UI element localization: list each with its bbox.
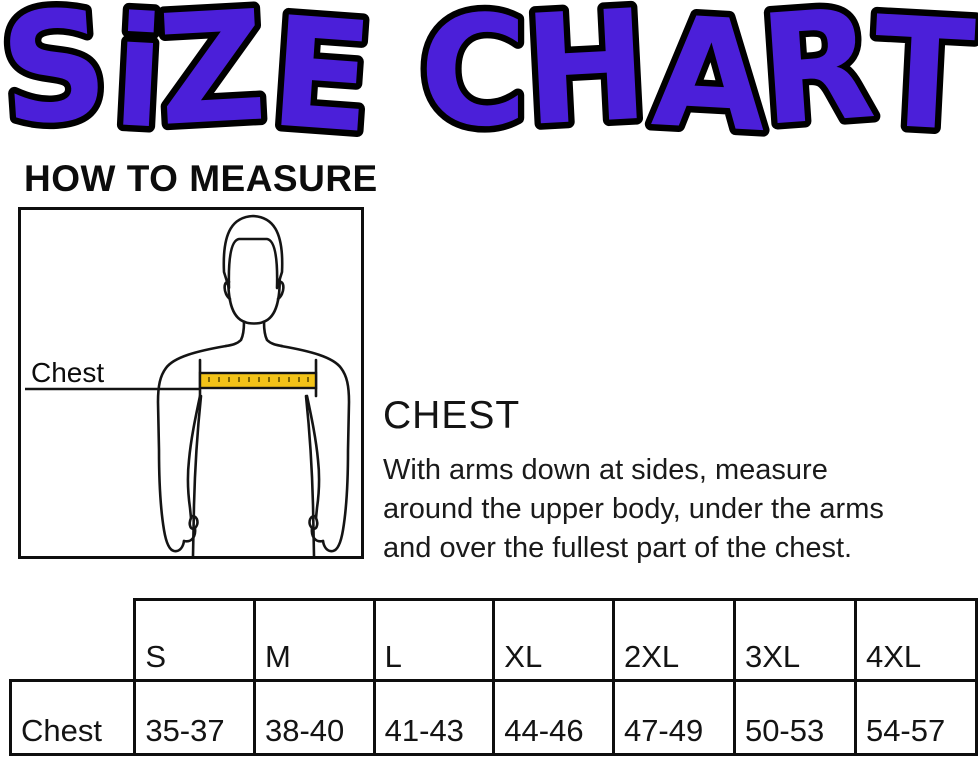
left-arm-outline <box>156 344 228 553</box>
neck-left-line <box>224 320 246 348</box>
chest-value-2xl: 47-49 <box>611 679 736 756</box>
size-col-3xl: 3XL <box>732 598 857 682</box>
page-title-art: SiZE CHART <box>0 0 978 152</box>
torso-measurement-illustration: Chest <box>25 214 351 556</box>
size-col-xl: XL <box>492 598 615 682</box>
chest-value-4xl: 54-57 <box>853 679 978 756</box>
instruction-line: and over the fullest part of the chest. <box>383 532 853 564</box>
chest-section-heading: CHEST <box>383 394 521 437</box>
chest-instructions: With arms down at sides, measure around … <box>383 451 978 568</box>
left-inner-arm <box>186 394 202 520</box>
table-corner-empty <box>11 600 135 681</box>
face-outline <box>227 260 281 325</box>
how-to-measure-heading: HOW TO MEASURE <box>24 158 378 199</box>
tape-tick-marks <box>208 377 309 382</box>
right-torso-line <box>304 394 316 556</box>
size-table: S M L XL 2XL 3XL 4XL Chest 35-37 38-40 4… <box>8 598 978 756</box>
page-title: SiZE CHART <box>0 0 978 152</box>
size-col-4xl: 4XL <box>853 598 978 682</box>
hair-outline <box>222 214 284 290</box>
figure-chest-label: Chest <box>31 357 104 388</box>
size-col-2xl: 2XL <box>611 598 736 682</box>
size-col-s: S <box>133 598 256 682</box>
chest-value-s: 35-37 <box>133 679 256 756</box>
row-label-chest: Chest <box>8 679 137 756</box>
instruction-line: around the upper body, under the arms <box>383 493 884 525</box>
size-col-l: L <box>372 598 496 682</box>
instruction-line: With arms down at sides, measure <box>383 454 828 486</box>
left-torso-line <box>191 394 203 556</box>
chest-value-m: 38-40 <box>252 679 376 756</box>
measurement-diagram-box: Chest <box>18 207 364 559</box>
right-ear <box>276 280 285 301</box>
neck-right-line <box>262 320 284 348</box>
size-col-m: M <box>252 598 376 682</box>
measuring-tape <box>198 371 318 390</box>
chest-value-l: 41-43 <box>372 679 496 756</box>
size-table-header-row: S M L XL 2XL 3XL 4XL <box>11 598 978 682</box>
chest-value-3xl: 50-53 <box>732 679 857 756</box>
right-arm-outline <box>279 344 351 553</box>
chest-measurement-row: Chest 35-37 38-40 41-43 44-46 47-49 50-5… <box>8 679 978 756</box>
right-inner-arm <box>305 394 321 520</box>
chest-value-xl: 44-46 <box>492 679 615 756</box>
